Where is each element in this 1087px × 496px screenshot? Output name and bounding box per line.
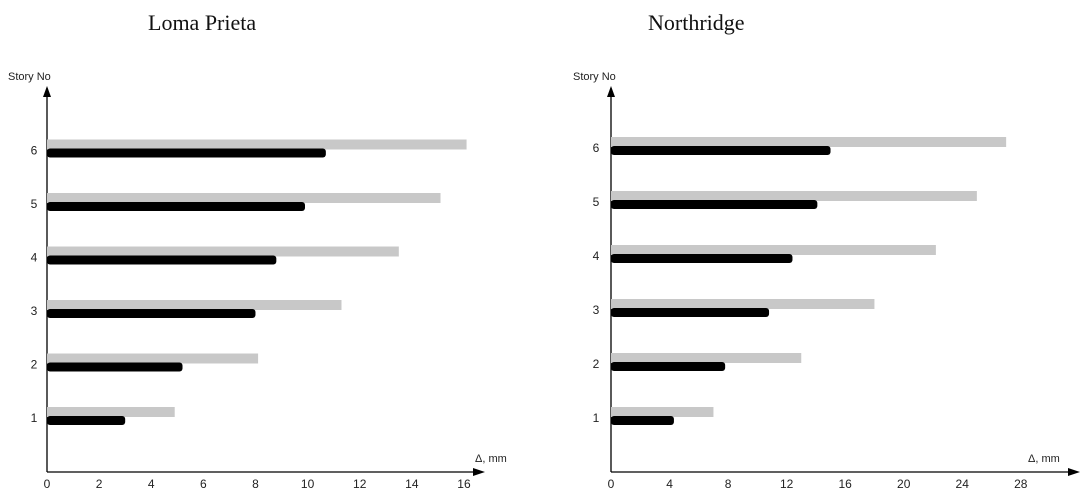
bar-black (611, 416, 674, 425)
y-axis-arrow (43, 86, 51, 97)
chart-title-northridge: Northridge (648, 10, 745, 35)
bar-black (47, 148, 326, 158)
bar-black (611, 362, 726, 371)
bar-grey (47, 300, 342, 310)
bar-black (47, 416, 126, 425)
bar-black (47, 202, 305, 211)
chart-title-loma-prieta: Loma Prieta (148, 10, 257, 35)
x-tick-label: 16 (838, 477, 852, 491)
bar-grey (47, 246, 399, 257)
y-axis-label: Story No (573, 71, 616, 83)
x-axis-arrow (1068, 468, 1080, 476)
y-axis-label: Story No (8, 71, 51, 83)
bar-grey (611, 353, 802, 363)
bar-grey (611, 245, 936, 255)
x-tick-label: 0 (44, 477, 51, 491)
bar-grey (611, 407, 714, 417)
bar-black (611, 254, 793, 263)
bar-black (47, 255, 277, 265)
bar-black (47, 309, 256, 318)
story-label: 6 (31, 144, 38, 158)
bar-grey (47, 139, 467, 150)
x-axis-label: Δ, mm (1028, 453, 1060, 465)
x-axis-label: Δ, mm (475, 453, 507, 465)
story-label: 1 (31, 411, 38, 425)
x-tick-label: 2 (96, 477, 103, 491)
y-axis-arrow (607, 86, 615, 97)
bar-grey (611, 137, 1007, 147)
story-label: 4 (31, 251, 38, 265)
x-tick-label: 16 (457, 477, 471, 491)
x-tick-label: 4 (666, 477, 673, 491)
bar-grey (47, 407, 175, 417)
bar-grey (611, 191, 977, 201)
story-label: 4 (593, 249, 600, 263)
story-label: 5 (31, 197, 38, 211)
bar-grey (611, 299, 875, 309)
bar-black (611, 146, 831, 155)
bar-black (611, 308, 770, 317)
x-tick-label: 4 (148, 477, 155, 491)
x-tick-label: 10 (301, 477, 315, 491)
story-label: 6 (593, 141, 600, 155)
story-label: 5 (593, 195, 600, 209)
story-label: 2 (31, 358, 38, 372)
story-label: 2 (593, 357, 600, 371)
x-tick-label: 20 (897, 477, 911, 491)
bar-grey (47, 193, 441, 203)
x-tick-label: 6 (200, 477, 207, 491)
bar-black (611, 200, 818, 209)
x-tick-label: 12 (353, 477, 367, 491)
story-label: 3 (31, 304, 38, 318)
bar-grey (47, 353, 259, 364)
story-label: 3 (593, 303, 600, 317)
story-label: 1 (593, 411, 600, 425)
x-tick-label: 8 (252, 477, 259, 491)
x-tick-label: 12 (780, 477, 794, 491)
x-tick-label: 14 (405, 477, 419, 491)
x-tick-label: 0 (608, 477, 615, 491)
bar-black (47, 362, 183, 372)
x-tick-label: 8 (725, 477, 732, 491)
x-axis-arrow (473, 468, 485, 476)
x-tick-label: 24 (956, 477, 970, 491)
x-tick-label: 28 (1014, 477, 1028, 491)
